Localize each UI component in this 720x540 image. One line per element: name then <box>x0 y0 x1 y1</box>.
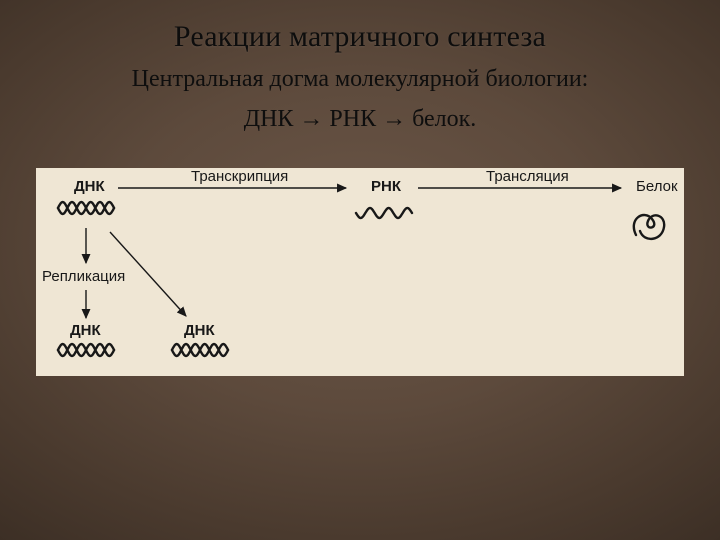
slide-subtitle: Центральная догма молекулярной биологии: <box>0 66 720 93</box>
svg-text:ДНК: ДНК <box>74 178 106 195</box>
svg-text:Трансляция: Трансляция <box>486 168 569 185</box>
central-dogma-formula: ДНК → РНК → белок. <box>0 106 720 133</box>
slide-title: Реакции матричного синтеза <box>0 20 720 54</box>
slide-root: Реакции матричного синтеза Центральная д… <box>0 0 720 540</box>
svg-text:ДНК: ДНК <box>184 322 216 339</box>
svg-text:РНК: РНК <box>371 178 402 195</box>
diagram-panel: Транскрипция Трансляция ДНК РНК Белок Реплика… <box>36 168 684 376</box>
svg-text:ДНК: ДНК <box>70 322 102 339</box>
central-dogma-diagram: Транскрипция Трансляция ДНК РНК Белок Реплика… <box>36 168 684 376</box>
svg-text:Белок: Белок <box>636 178 678 195</box>
svg-text:Репликация: Репликация <box>42 268 125 285</box>
svg-text:Транскрипция: Транскрипция <box>191 168 288 185</box>
